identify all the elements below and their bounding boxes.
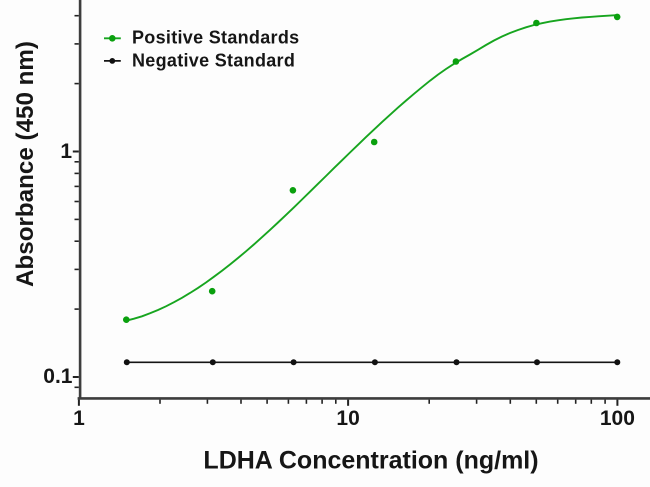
svg-text:LDHA Concentration (ng/ml): LDHA Concentration (ng/ml): [203, 447, 538, 475]
svg-text:0.1: 0.1: [43, 365, 73, 388]
svg-text:Negative Standard: Negative Standard: [132, 50, 295, 70]
svg-text:Absorbance (450 nm): Absorbance (450 nm): [12, 41, 39, 287]
svg-text:1: 1: [60, 140, 72, 163]
svg-text:100: 100: [600, 407, 635, 430]
svg-text:1: 1: [73, 407, 85, 430]
svg-text:Positive Standards: Positive Standards: [132, 28, 299, 48]
svg-text:10: 10: [336, 407, 359, 430]
